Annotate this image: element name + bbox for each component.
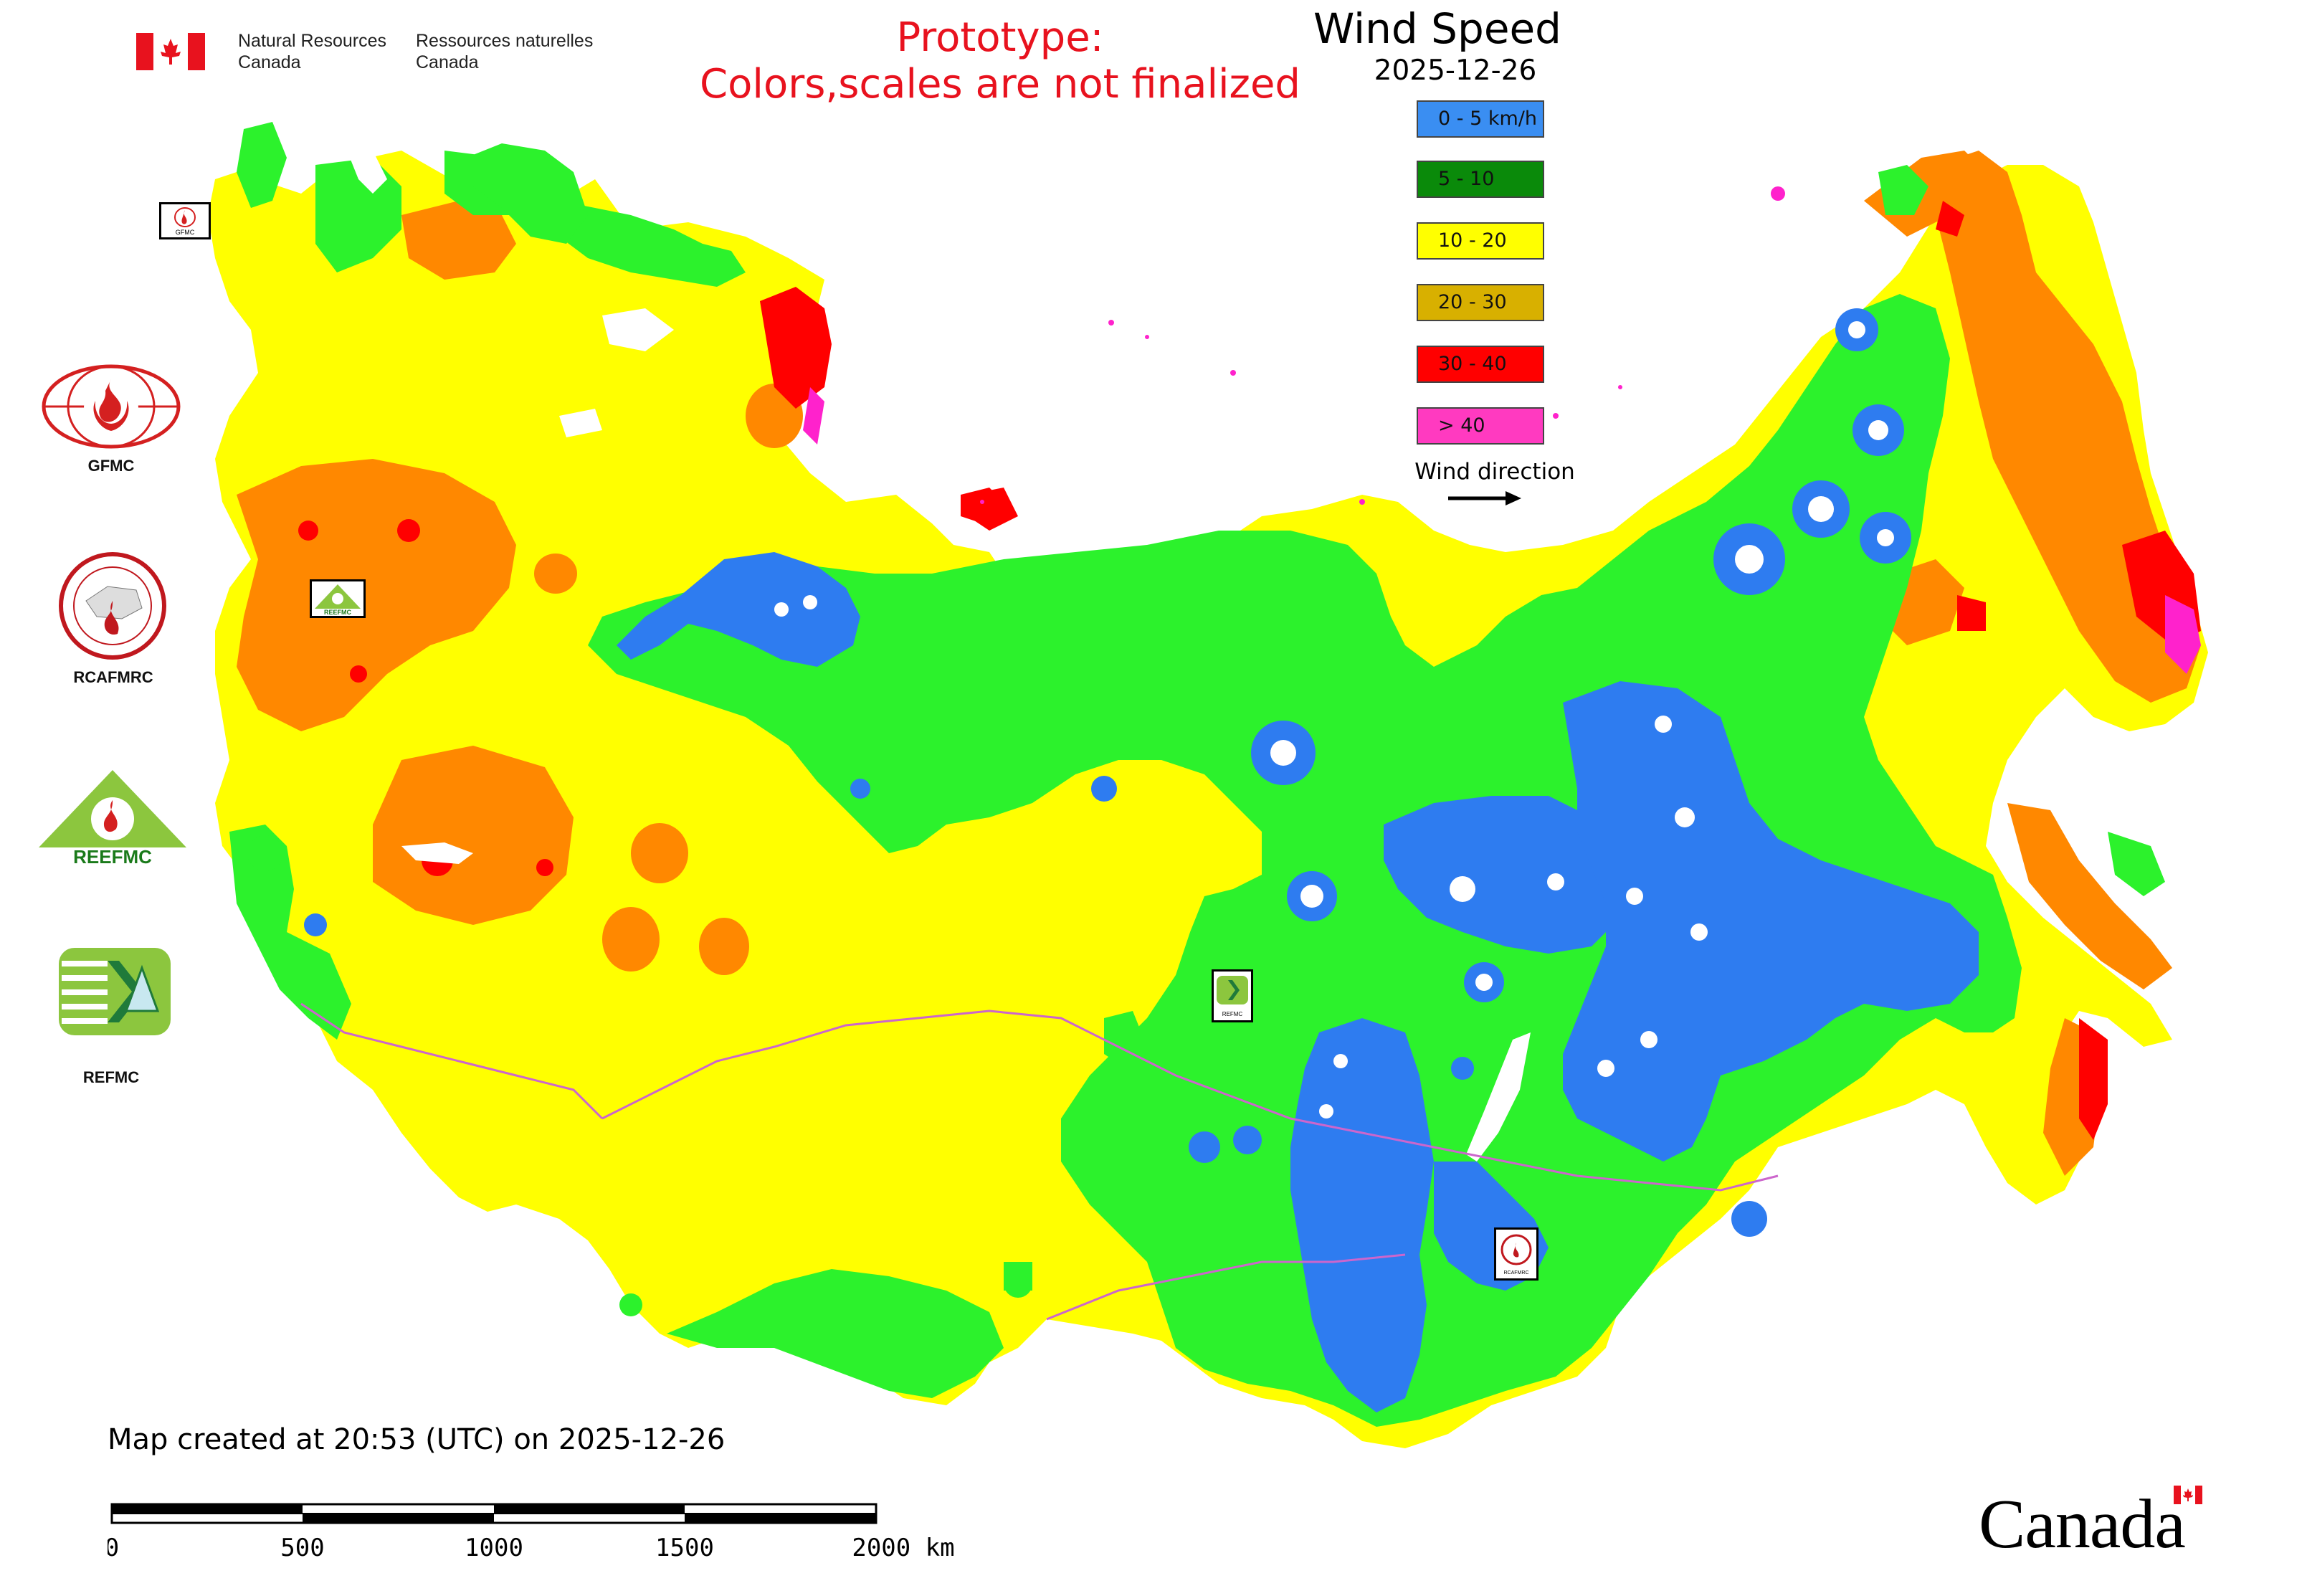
- prototype-notice: Prototype: Colors,scales are not finaliz…: [631, 14, 1369, 108]
- legend-label: 30 - 40: [1438, 353, 1507, 375]
- svg-text:REFMC: REFMC: [1222, 1011, 1243, 1017]
- scale-segment: [303, 1514, 494, 1523]
- legend-item-gt-40: > 40: [1417, 407, 1544, 445]
- agency-fr-line2: Canada: [416, 52, 479, 72]
- legend-label: 0 - 5 km/h: [1438, 108, 1537, 130]
- canada-wordmark: Canada: [1979, 1484, 2222, 1563]
- scale-tick-1500: 1500: [655, 1534, 714, 1562]
- refmc-badge-icon: REFMC: [1217, 976, 1248, 1017]
- map-badge-refmc: REFMC: [1212, 969, 1253, 1022]
- legend-label: 5 - 10: [1438, 168, 1495, 190]
- map-created-timestamp: Map created at 20:53 (UTC) on 2025-12-26: [108, 1423, 726, 1456]
- canada-flag-icon: [136, 33, 205, 70]
- wind-direction-arrow-icon: [1448, 491, 1521, 505]
- arctic-speckles: [980, 189, 1782, 505]
- legend-item-10-20: 10 - 20: [1417, 222, 1544, 260]
- canada-wordmark-flag-icon: [2174, 1486, 2202, 1504]
- scale-segment: [112, 1504, 303, 1514]
- svg-text:RCAFMRC: RCAFMRC: [1504, 1270, 1529, 1276]
- legend-title: Wind Speed: [1313, 4, 1562, 53]
- scale-tick-1000: 1000: [465, 1534, 523, 1562]
- boundaries: [300, 1002, 1779, 1321]
- svg-text:REEFMC: REEFMC: [324, 609, 352, 616]
- map-badge-reefmc: REEFMC: [310, 579, 366, 618]
- refmc-logo-icon: [59, 948, 171, 1035]
- scale-bar: 0 500 1000 1500 2000 km: [108, 1503, 955, 1562]
- rcafmrc-logo-icon: [59, 552, 166, 660]
- legend-item-0-5: 0 - 5 km/h: [1417, 100, 1544, 138]
- legend-label: 10 - 20: [1438, 229, 1507, 252]
- arctic-islands: [466, 143, 588, 244]
- legend-item-5-10: 5 - 10: [1417, 161, 1544, 198]
- canada-wordmark-text: Canada: [1979, 1486, 2186, 1563]
- scale-segment: [494, 1504, 685, 1514]
- gfmc-badge-icon: GFMC: [174, 207, 196, 236]
- map-badge-gfmc: GFMC: [159, 202, 211, 239]
- svg-text:GFMC: GFMC: [176, 229, 195, 236]
- prototype-line2: Colors,scales are not finalized: [700, 61, 1300, 108]
- reefmc-logo-text: REEFMC: [73, 846, 152, 868]
- map-badge-rcafmrc: RCAFMRC: [1494, 1227, 1538, 1281]
- gfmc-logo-icon: [42, 364, 181, 449]
- scale-segment: [685, 1514, 876, 1523]
- blue-centers: [774, 321, 1894, 1118]
- reefmc-logo-icon: REEFMC: [39, 770, 186, 868]
- reefmc-badge-icon: REEFMC: [315, 584, 361, 616]
- nrcan-signature: Natural Resources Canada Ressources natu…: [136, 27, 638, 77]
- agency-fr-line1: Ressources naturelles: [416, 31, 594, 51]
- rcafmrc-badge-icon: RCAFMRC: [1500, 1234, 1532, 1276]
- scale-tick-0: 0: [108, 1534, 119, 1562]
- side-logo-label-rcafmrc: RCAFMRC: [73, 668, 153, 686]
- legend-item-30-40: 30 - 40: [1417, 346, 1544, 383]
- legend-item-20-30: 20 - 30: [1417, 284, 1544, 321]
- wind-direction-label: Wind direction: [1414, 459, 1575, 485]
- prototype-line1: Prototype:: [896, 14, 1104, 61]
- scale-tick-500: 500: [280, 1534, 324, 1562]
- side-logo-label-gfmc: GFMC: [87, 457, 135, 475]
- legend-label: > 40: [1438, 414, 1485, 437]
- zone-gt-40: [803, 186, 2201, 674]
- water-bodies: [344, 143, 1531, 1162]
- legend-label: 20 - 30: [1438, 291, 1507, 313]
- agency-en-line1: Natural Resources: [238, 31, 387, 51]
- agency-en-line2: Canada: [238, 52, 301, 72]
- side-logo-label-refmc: REFMC: [82, 1068, 140, 1086]
- legend-date: 2025-12-26: [1374, 54, 1537, 87]
- scale-tick-2000: 2000 km: [852, 1534, 954, 1562]
